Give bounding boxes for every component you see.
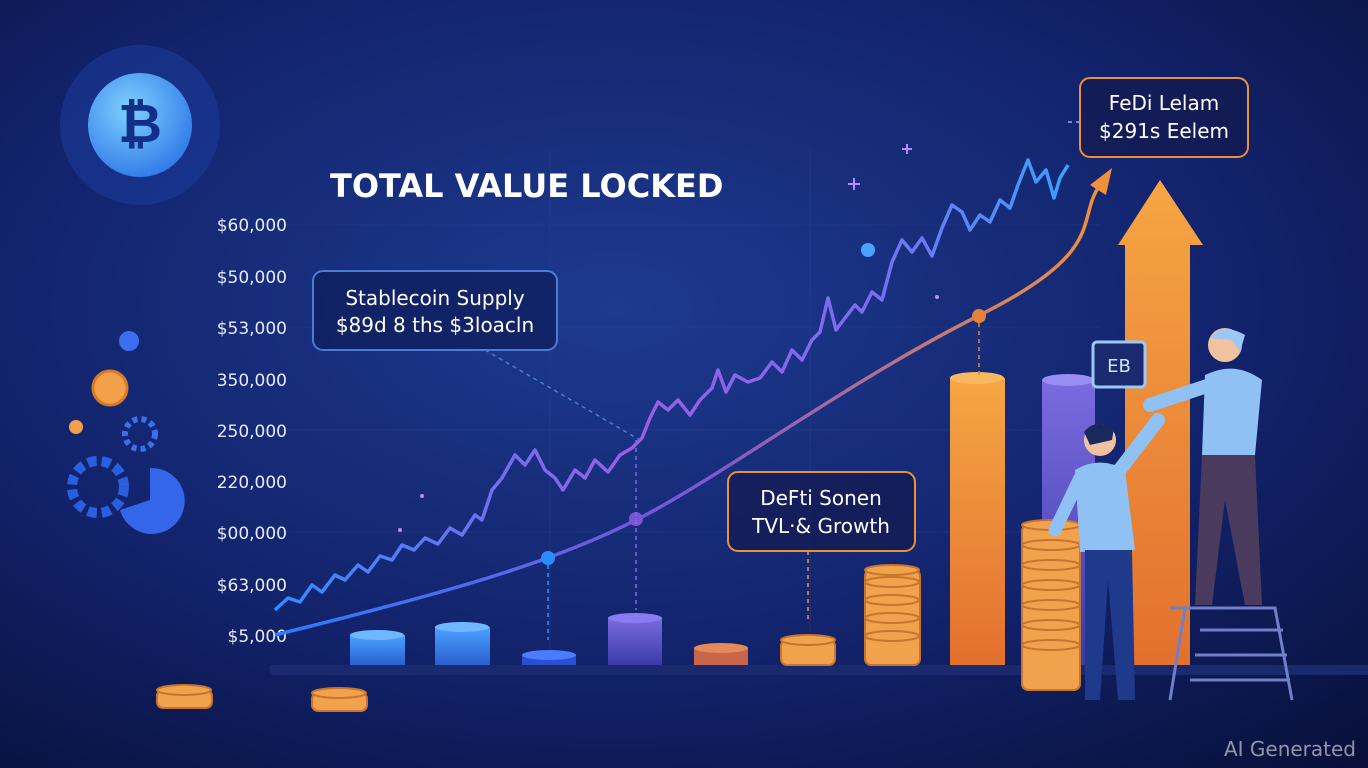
- person: [1048, 413, 1165, 700]
- trend-arrow: [1090, 168, 1112, 195]
- curve-points: [541, 309, 986, 565]
- gear-icon: [122, 416, 158, 452]
- axis-label: $00,000: [217, 524, 287, 544]
- callout-box: [727, 471, 916, 552]
- title: TOTAL VALUE LOCKED: [330, 167, 723, 205]
- callout-box: [312, 270, 558, 351]
- axis-label: 220,000: [217, 473, 287, 493]
- coin-icon: [69, 420, 83, 434]
- tablet-label: EB: [1107, 356, 1131, 377]
- wiggly-line: [273, 158, 1070, 612]
- gear-icon: [67, 456, 129, 518]
- coin-stacks: [156, 519, 1081, 712]
- axis-label: 350,000: [217, 371, 287, 391]
- leader-lines: [484, 121, 1080, 640]
- callout-title: Stablecoin Supply: [345, 286, 524, 310]
- person: [1143, 328, 1262, 605]
- axis-label: $50,000: [217, 268, 287, 288]
- coin-icon: [119, 331, 139, 351]
- callout-subtitle: $89d 8 ths $3loacln: [336, 313, 534, 337]
- axis-label: $53,000: [217, 319, 287, 339]
- ladder: [1168, 606, 1294, 701]
- sparkles: [398, 144, 939, 532]
- baseline: [270, 665, 1368, 675]
- pie-icon: [120, 467, 185, 534]
- callout-subtitle: TVL·& Growth: [751, 514, 890, 538]
- tablet: [1091, 340, 1147, 389]
- coin-icon: [91, 369, 129, 407]
- watermark: AI Generated: [1224, 737, 1356, 761]
- callout-title: FeDi Lelam: [1109, 91, 1219, 115]
- axis-label: $5,000: [228, 627, 287, 647]
- callout-subtitle: $291s Eelem: [1099, 119, 1229, 143]
- axis-label: 250,000: [217, 422, 287, 442]
- bitcoin-icon: [88, 73, 192, 177]
- callout-box: [1079, 77, 1249, 158]
- callout-title: DeFti Sonen: [760, 486, 882, 510]
- trend-curve: [274, 183, 1102, 637]
- axis-label: $60,000: [217, 216, 287, 236]
- axis-label: $63,000: [217, 576, 287, 596]
- bitcoin-symbol: ₿: [118, 92, 162, 155]
